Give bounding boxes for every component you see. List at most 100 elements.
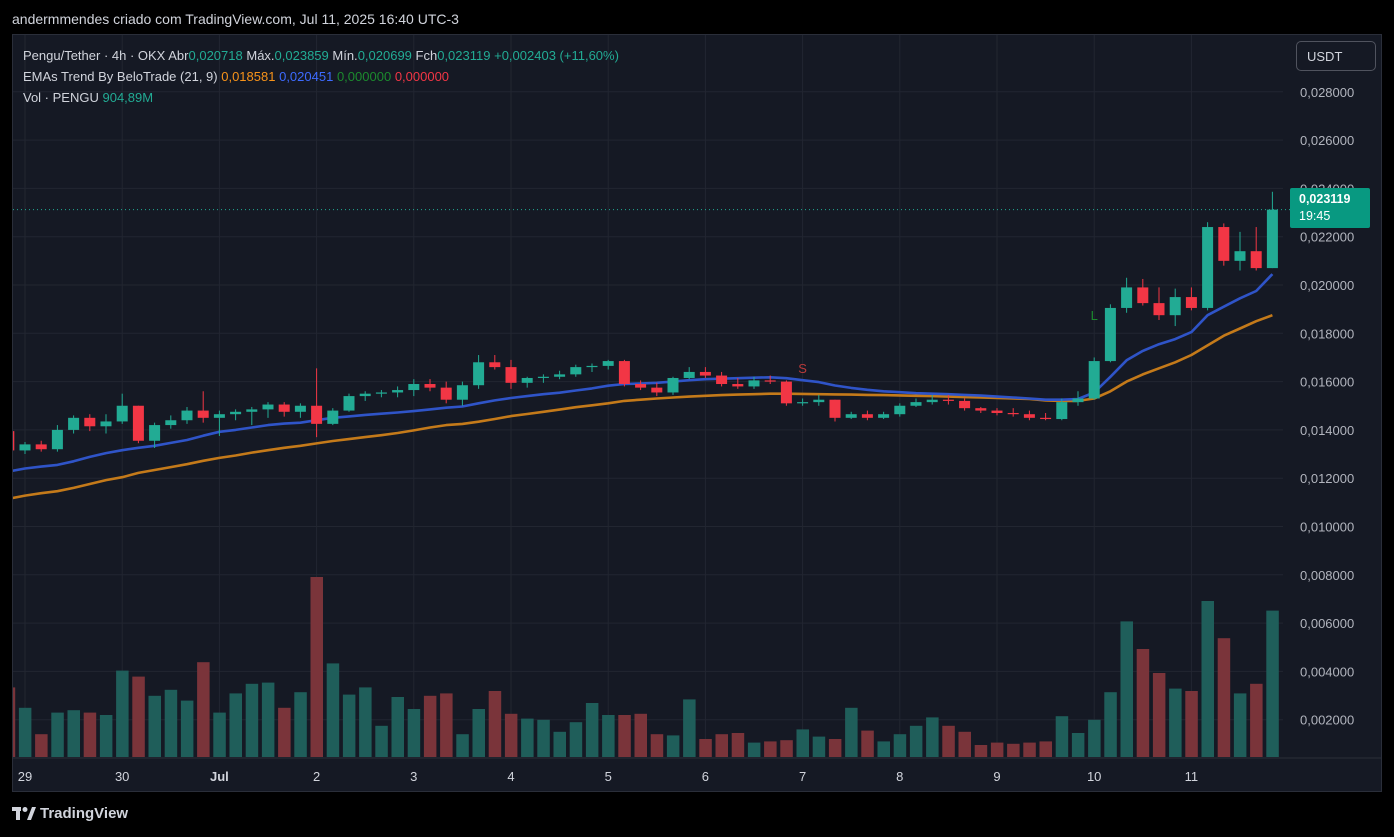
time-axis-label: 2 [313, 769, 320, 784]
candle-body [635, 384, 647, 388]
time-axis-label: 29 [18, 769, 32, 784]
candle-body [1072, 398, 1084, 403]
signal-label: S [798, 361, 807, 376]
legend-ohlc-row[interactable]: Pengu/Tether · 4h · OKX Abr0,020718 Máx.… [23, 45, 619, 66]
candle-body [68, 417, 80, 430]
volume-bar [958, 731, 971, 757]
price-axis-label: 0,016000 [1300, 375, 1354, 390]
candle-body [1007, 412, 1019, 415]
volume-bar [213, 712, 226, 757]
time-axis-label: 7 [799, 769, 806, 784]
time-axis-label: Jul [210, 769, 229, 784]
volume-bar [261, 682, 275, 757]
volume-bar [1055, 716, 1069, 757]
volume-bar [407, 709, 421, 757]
candle-body [1234, 251, 1246, 261]
volume-bar [245, 683, 259, 757]
candle-body [100, 421, 112, 427]
price-axis-label: 0,020000 [1300, 278, 1354, 293]
candle-body [116, 405, 128, 422]
volume-bar [1136, 649, 1150, 757]
candle-body [35, 444, 47, 450]
chart-frame[interactable]: S L 0,002000 0,004000 0,006000 0,008000 0,0100… [12, 34, 1382, 792]
candle-body [149, 425, 161, 441]
candle-body [262, 404, 274, 410]
time-axis-label: 11 [1185, 769, 1199, 784]
candle-body [878, 414, 890, 418]
candle-body [359, 393, 371, 397]
candle-body [213, 414, 225, 418]
tradingview-logo-icon [12, 806, 36, 820]
candle-body [780, 381, 792, 404]
tradingview-logo[interactable]: TradingView [12, 805, 128, 822]
price-axis-label: 0,018000 [1300, 326, 1354, 341]
volume-bar [423, 695, 437, 757]
volume-bar [990, 742, 1004, 757]
candle-body [813, 399, 825, 403]
volume-bar [1266, 610, 1279, 757]
price-chart[interactable]: S L 0,002000 0,004000 0,006000 0,008000 0,0100… [13, 35, 1382, 792]
price-axis-label: 0,002000 [1300, 713, 1354, 728]
candle-body [748, 380, 760, 387]
legend-ema-name: EMAs Trend By BeloTrade (21, 9) [23, 69, 218, 84]
candle-body [1185, 297, 1197, 308]
candle-body [1218, 227, 1230, 261]
tradingview-logo-text: TradingView [40, 805, 129, 822]
legend-ema-row[interactable]: EMAs Trend By BeloTrade (21, 9) 0,018581… [23, 66, 619, 87]
candle-body [489, 362, 501, 368]
candle-body [1202, 227, 1214, 308]
volume-bar [861, 730, 874, 757]
legend-symbol: Pengu/Tether · 4h · OKX [23, 48, 166, 63]
candle-body [959, 400, 971, 409]
candle-body [375, 392, 387, 394]
volume-bar [764, 741, 777, 757]
volume-bar [942, 725, 955, 757]
candle-body [51, 429, 63, 450]
candle-body [246, 409, 258, 412]
candle-body [942, 399, 954, 401]
last-price-value: 0,023119 [1299, 192, 1351, 206]
candle-body [278, 404, 290, 412]
candle-body [1169, 297, 1181, 316]
time-axis-label: 5 [605, 769, 612, 784]
volume-bar [164, 689, 178, 757]
candle-body [1040, 417, 1052, 420]
candle-body [327, 410, 339, 424]
candle-body [505, 367, 517, 383]
time-axis-label: 3 [410, 769, 417, 784]
volume-bar [148, 695, 161, 757]
volume-bar [893, 734, 907, 757]
volume-bar [1169, 688, 1182, 757]
price-axis-label: 0,026000 [1300, 133, 1354, 148]
candle-body [1250, 251, 1262, 269]
legend-change-value: +0,002403 (+11,60%) [494, 48, 619, 63]
volume-bar [585, 703, 599, 757]
volume-bar [796, 729, 809, 757]
candle-body [132, 405, 144, 441]
volume-bar [83, 712, 97, 757]
ema-slow-line [13, 313, 1273, 500]
currency-button[interactable]: USDT [1296, 41, 1376, 71]
volume-bar [812, 736, 826, 757]
volume-bar [909, 725, 923, 757]
legend-volume-row[interactable]: Vol · PENGU 904,89M [23, 87, 619, 108]
candle-body [651, 387, 663, 393]
candle-body [667, 377, 679, 393]
candle-body [84, 417, 96, 427]
candle-body [1137, 287, 1149, 304]
candle-body [1056, 402, 1068, 420]
price-axis-label: 0,010000 [1300, 520, 1354, 535]
candle-body [861, 414, 873, 418]
volume-bar [278, 707, 291, 757]
candle-body [926, 399, 938, 403]
legend-close-label: Fch [415, 48, 438, 63]
volume-bar [683, 699, 696, 757]
time-axis-label: 8 [896, 769, 903, 784]
volume-bar [472, 709, 485, 757]
price-axis-label: 0,014000 [1300, 423, 1354, 438]
signal-label: L [1091, 308, 1098, 323]
volume-bar [1071, 733, 1085, 757]
volume-bar [197, 662, 210, 757]
volume-bar [731, 733, 745, 757]
time-axis-label: 4 [507, 769, 514, 784]
